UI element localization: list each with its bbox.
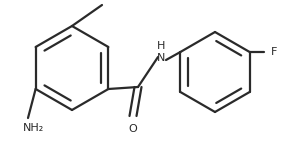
Text: F: F	[271, 47, 277, 57]
Text: H: H	[157, 41, 165, 51]
Text: O: O	[129, 124, 137, 134]
Text: N: N	[157, 53, 165, 63]
Text: NH₂: NH₂	[22, 123, 44, 133]
